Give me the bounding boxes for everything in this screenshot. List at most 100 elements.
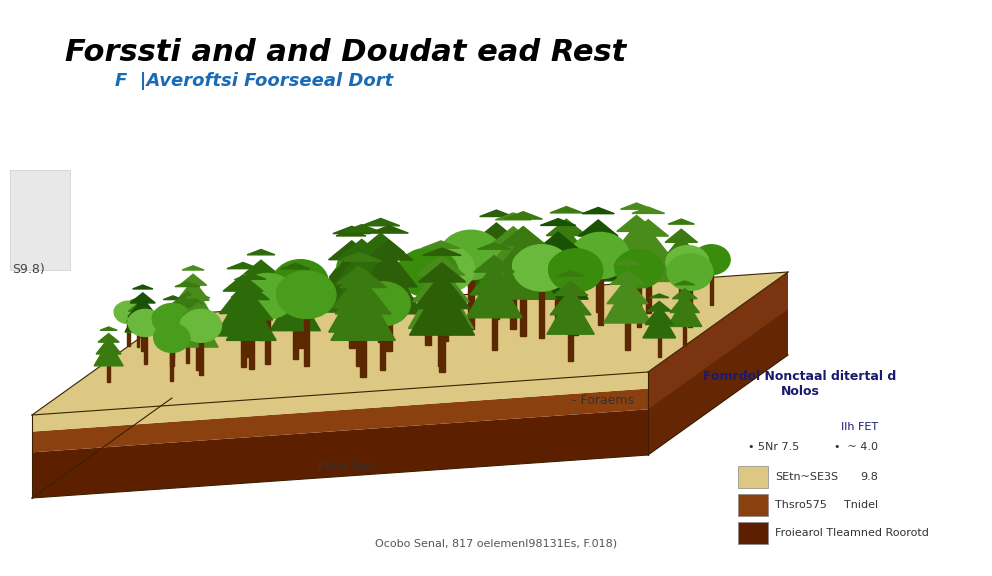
Polygon shape: [32, 272, 788, 415]
Bar: [634, 276, 639, 306]
Polygon shape: [409, 272, 473, 328]
Polygon shape: [339, 268, 387, 287]
Ellipse shape: [358, 252, 385, 275]
Ellipse shape: [377, 286, 405, 310]
Bar: [556, 299, 560, 334]
Polygon shape: [332, 275, 384, 308]
Bar: [141, 331, 144, 351]
Ellipse shape: [154, 327, 176, 345]
Polygon shape: [159, 309, 187, 327]
Polygon shape: [129, 304, 147, 311]
Polygon shape: [547, 219, 586, 236]
Ellipse shape: [464, 235, 496, 263]
Ellipse shape: [415, 251, 450, 281]
Bar: [265, 319, 270, 365]
Ellipse shape: [169, 327, 186, 343]
Bar: [386, 314, 392, 351]
Polygon shape: [668, 297, 701, 327]
Polygon shape: [532, 242, 584, 275]
Ellipse shape: [536, 249, 564, 275]
Polygon shape: [470, 264, 518, 295]
Polygon shape: [223, 275, 263, 291]
Polygon shape: [483, 242, 544, 294]
Polygon shape: [356, 257, 422, 314]
Polygon shape: [554, 282, 588, 295]
Polygon shape: [570, 234, 626, 281]
Bar: [625, 323, 630, 350]
Polygon shape: [244, 260, 278, 274]
Ellipse shape: [422, 253, 452, 280]
Bar: [680, 279, 683, 304]
Ellipse shape: [594, 237, 623, 263]
Polygon shape: [344, 254, 382, 261]
Polygon shape: [495, 213, 531, 220]
Bar: [191, 316, 194, 337]
Ellipse shape: [440, 236, 477, 267]
Ellipse shape: [301, 275, 330, 302]
Polygon shape: [645, 306, 674, 324]
Bar: [171, 335, 174, 366]
Polygon shape: [333, 226, 371, 234]
Bar: [249, 340, 254, 369]
Polygon shape: [504, 212, 543, 219]
Text: Ilh FET: Ilh FET: [841, 422, 878, 432]
Bar: [688, 291, 692, 327]
Polygon shape: [348, 249, 413, 305]
Bar: [360, 340, 366, 377]
Polygon shape: [543, 228, 590, 259]
Polygon shape: [643, 309, 676, 338]
Bar: [293, 331, 298, 359]
Ellipse shape: [142, 312, 159, 327]
Bar: [349, 298, 353, 327]
Polygon shape: [336, 266, 380, 283]
Ellipse shape: [154, 324, 189, 353]
Polygon shape: [100, 327, 117, 330]
Ellipse shape: [295, 264, 322, 289]
Polygon shape: [665, 229, 697, 242]
Polygon shape: [277, 275, 313, 290]
Ellipse shape: [181, 313, 205, 334]
Polygon shape: [419, 263, 465, 282]
Polygon shape: [648, 301, 672, 311]
Bar: [298, 304, 303, 348]
Polygon shape: [184, 302, 212, 314]
Ellipse shape: [114, 301, 143, 324]
Polygon shape: [172, 291, 203, 304]
Polygon shape: [180, 274, 206, 285]
Bar: [437, 328, 443, 366]
Polygon shape: [365, 241, 413, 260]
Polygon shape: [226, 297, 276, 340]
Polygon shape: [551, 289, 591, 315]
Polygon shape: [491, 243, 556, 299]
Polygon shape: [574, 229, 622, 259]
Polygon shape: [632, 207, 665, 214]
Ellipse shape: [355, 287, 388, 315]
Bar: [511, 294, 516, 328]
Polygon shape: [329, 250, 373, 278]
Bar: [637, 289, 641, 327]
Polygon shape: [476, 223, 517, 240]
Ellipse shape: [398, 254, 434, 285]
Ellipse shape: [615, 254, 644, 278]
Polygon shape: [270, 287, 320, 331]
Bar: [563, 281, 569, 313]
Polygon shape: [127, 308, 149, 322]
Bar: [658, 338, 661, 357]
Polygon shape: [673, 289, 697, 299]
Bar: [520, 299, 526, 336]
Ellipse shape: [239, 274, 296, 319]
Bar: [738, 522, 768, 544]
Ellipse shape: [571, 238, 606, 267]
Polygon shape: [319, 257, 384, 312]
Polygon shape: [181, 309, 215, 331]
Polygon shape: [186, 293, 210, 298]
Bar: [144, 337, 147, 363]
Polygon shape: [414, 273, 470, 309]
Text: Tnidel: Tnidel: [844, 500, 878, 510]
Polygon shape: [328, 241, 375, 260]
Ellipse shape: [128, 313, 149, 329]
Bar: [10, 170, 70, 270]
Polygon shape: [328, 281, 388, 332]
Polygon shape: [659, 240, 703, 279]
Polygon shape: [247, 249, 275, 255]
